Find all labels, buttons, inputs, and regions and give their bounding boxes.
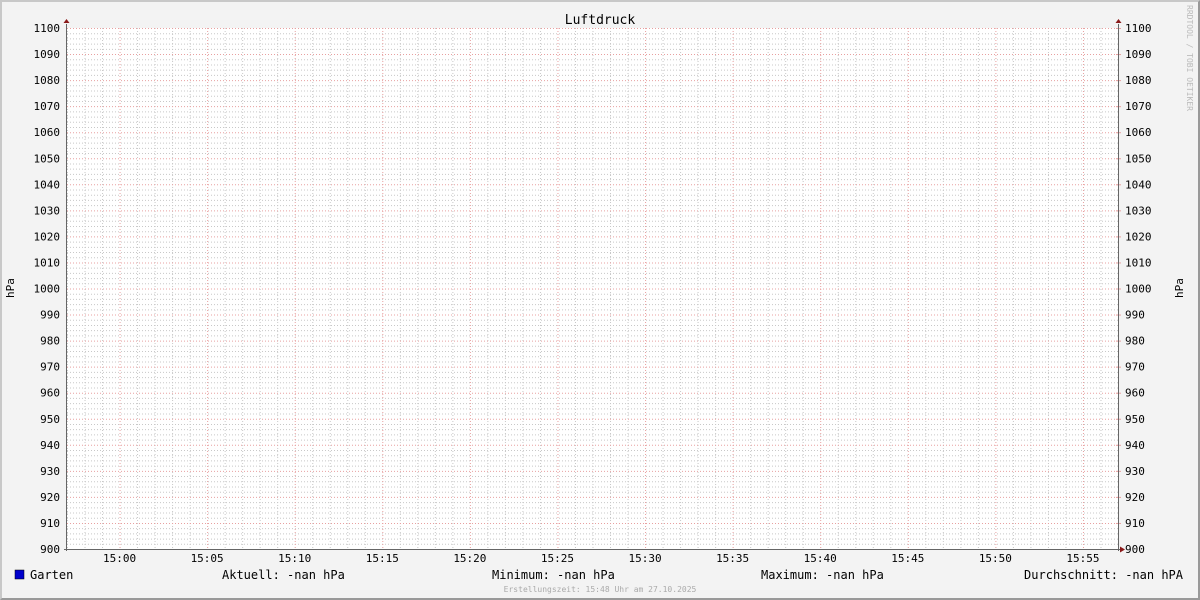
legend-current: Aktuell: -nan hPa (222, 568, 345, 582)
y-axis-label: hPa (4, 278, 17, 298)
y-tick-label: 1040 (34, 178, 61, 191)
y-tick-label-right: 940 (1125, 439, 1145, 452)
y-axis-arrow (63, 19, 70, 23)
y-tick-label: 970 (40, 361, 60, 374)
legend-swatch-garten (14, 569, 25, 580)
y-tick-label: 1010 (34, 256, 61, 269)
y-tick-label-right: 910 (1125, 517, 1145, 530)
x-tick-label: 15:05 (191, 552, 224, 565)
y-tick-label: 990 (40, 309, 60, 322)
x-axis-arrow (1120, 546, 1125, 553)
y-tick-label-right: 1060 (1125, 126, 1152, 139)
y-tick-label-right: 960 (1125, 387, 1145, 400)
chart-title: Luftdruck (565, 13, 636, 28)
y-tick-label-right: 950 (1125, 413, 1145, 426)
y-tick-label-right: 1050 (1125, 152, 1152, 165)
y-tick-label: 930 (40, 465, 60, 478)
y-tick-label: 1080 (34, 74, 61, 87)
y-tick-label: 960 (40, 387, 60, 400)
y-tick-label: 950 (40, 413, 60, 426)
legend-series-label: Garten (30, 568, 73, 582)
y-tick-label: 1070 (34, 100, 61, 113)
y-tick-label-right: 900 (1125, 543, 1145, 556)
y-tick-label: 1100 (34, 22, 61, 35)
y-tick-label: 1060 (34, 126, 61, 139)
y-tick-label-right: 920 (1125, 491, 1145, 504)
y-tick-label: 910 (40, 517, 60, 530)
x-tick-label: 15:00 (103, 552, 136, 565)
y-tick-label-right: 1090 (1125, 48, 1152, 61)
y-tick-label-right: 1030 (1125, 204, 1152, 217)
x-tick-label: 15:40 (804, 552, 837, 565)
y-tick-label: 1020 (34, 230, 61, 243)
x-tick-label: 15:45 (891, 552, 924, 565)
y-tick-label: 900 (40, 543, 60, 556)
y-tick-label: 940 (40, 439, 60, 452)
y-tick-label: 1050 (34, 152, 61, 165)
y-tick-label-right: 1040 (1125, 178, 1152, 191)
x-tick-label: 15:15 (366, 552, 399, 565)
x-tick-label: 15:10 (278, 552, 311, 565)
legend-average: Durchschnitt: -nan hPA (1024, 568, 1184, 582)
x-tick-label: 15:35 (716, 552, 749, 565)
x-tick-label: 15:55 (1066, 552, 1099, 565)
x-tick-label: 15:30 (628, 552, 661, 565)
y-tick-label: 1030 (34, 204, 61, 217)
x-tick-label: 15:50 (979, 552, 1012, 565)
x-tick-label: 15:25 (541, 552, 574, 565)
y-tick-label: 920 (40, 491, 60, 504)
y-tick-label-right: 1010 (1125, 256, 1152, 269)
legend-maximum: Maximum: -nan hPa (761, 568, 884, 582)
y-tick-label-right: 1080 (1125, 74, 1152, 87)
y-tick-label-right: 1020 (1125, 230, 1152, 243)
y-axis-label-right: hPa (1173, 278, 1186, 298)
footer-timestamp: Erstellungszeit: 15:48 Uhr am 27.10.2025 (504, 585, 697, 594)
y-tick-label-right: 1100 (1125, 22, 1152, 35)
y-tick-label-right: 1070 (1125, 100, 1152, 113)
y-tick-label-right: 970 (1125, 361, 1145, 374)
watermark: RRDTOOL / TOBI OETIKER (1185, 5, 1194, 111)
y-tick-label: 1000 (34, 283, 61, 296)
y-tick-label-right: 930 (1125, 465, 1145, 478)
y-tick-label-right: 980 (1125, 335, 1145, 348)
y-axis-right-arrow (1115, 19, 1122, 23)
x-tick-label: 15:20 (453, 552, 486, 565)
y-tick-label: 1090 (34, 48, 61, 61)
legend-minimum: Minimum: -nan hPa (492, 568, 615, 582)
y-tick-label-right: 990 (1125, 309, 1145, 322)
y-tick-label: 980 (40, 335, 60, 348)
y-tick-label-right: 1000 (1125, 283, 1152, 296)
